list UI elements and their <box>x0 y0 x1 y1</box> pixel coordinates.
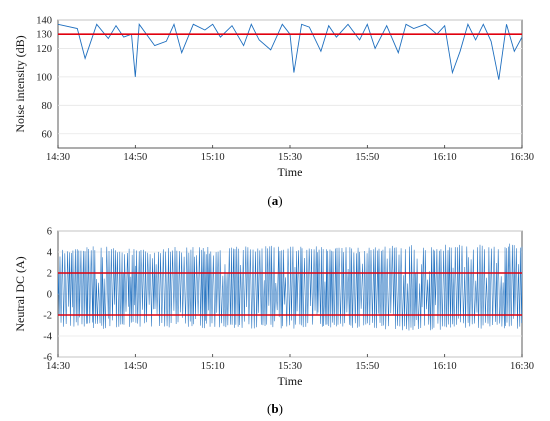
y-tick-label: 4 <box>47 248 53 259</box>
x-tick-label: 16:30 <box>510 361 534 372</box>
chart-b-caption-letter: b <box>271 401 278 416</box>
x-tick-label: 14:50 <box>123 152 147 163</box>
y-tick-label: 0 <box>47 290 52 301</box>
y-tick-label: 140 <box>36 16 52 27</box>
x-tick-label: 16:10 <box>433 361 457 372</box>
chart-a-y-axis-label: Noise intensity (dB) <box>13 35 27 132</box>
x-tick-label: 14:30 <box>46 361 70 372</box>
y-tick-label: 60 <box>42 129 53 140</box>
chart-a-threshold-label: 130 <box>36 30 52 41</box>
chart-a-x-axis-label: Time <box>278 165 303 179</box>
x-tick-label: 15:10 <box>201 361 225 372</box>
chart-b: -6 -4 -2 0 2 4 6 14:30 14:50 15:10 15:30 15:50 16:1… <box>13 227 534 417</box>
y-tick-label: 2 <box>47 269 52 280</box>
chart-b-x-ticks: 14:30 14:50 15:10 15:30 15:50 16:10 16:30 <box>46 354 534 372</box>
y-tick-label: 120 <box>36 44 52 55</box>
y-tick-label: -6 <box>43 353 52 364</box>
chart-a-y-ticks: 60 80 100 120 140 <box>36 16 52 141</box>
y-tick-label: -2 <box>43 311 52 322</box>
x-tick-label: 15:50 <box>355 361 379 372</box>
x-tick-label: 14:30 <box>46 152 70 163</box>
y-tick-label: 100 <box>36 72 52 83</box>
chart-b-caption: (b) <box>267 401 283 416</box>
x-tick-label: 16:10 <box>433 152 457 163</box>
chart-b-series-line <box>57 243 523 331</box>
chart-a-x-ticks: 14:30 14:50 15:10 15:30 15:50 16:10 16:30 <box>46 145 534 163</box>
x-tick-label: 15:50 <box>355 152 379 163</box>
y-tick-label: 80 <box>42 101 53 112</box>
chart-b-y-ticks: -6 -4 -2 0 2 4 6 <box>43 227 53 364</box>
y-tick-label: -4 <box>43 332 52 343</box>
x-tick-label: 16:30 <box>510 152 534 163</box>
chart-a-series-line <box>57 22 523 80</box>
x-tick-label: 14:50 <box>123 361 147 372</box>
y-tick-label: 6 <box>47 227 52 238</box>
chart-b-x-axis-label: Time <box>278 374 303 388</box>
chart-a-caption-letter: a <box>272 193 279 208</box>
chart-a-caption: (a) <box>267 193 282 208</box>
chart-b-y-axis-label: Neutral DC (A) <box>13 256 27 331</box>
x-tick-label: 15:30 <box>278 152 302 163</box>
x-tick-label: 15:10 <box>201 152 225 163</box>
chart-a-plot-area <box>57 19 523 149</box>
x-tick-label: 15:30 <box>278 361 302 372</box>
